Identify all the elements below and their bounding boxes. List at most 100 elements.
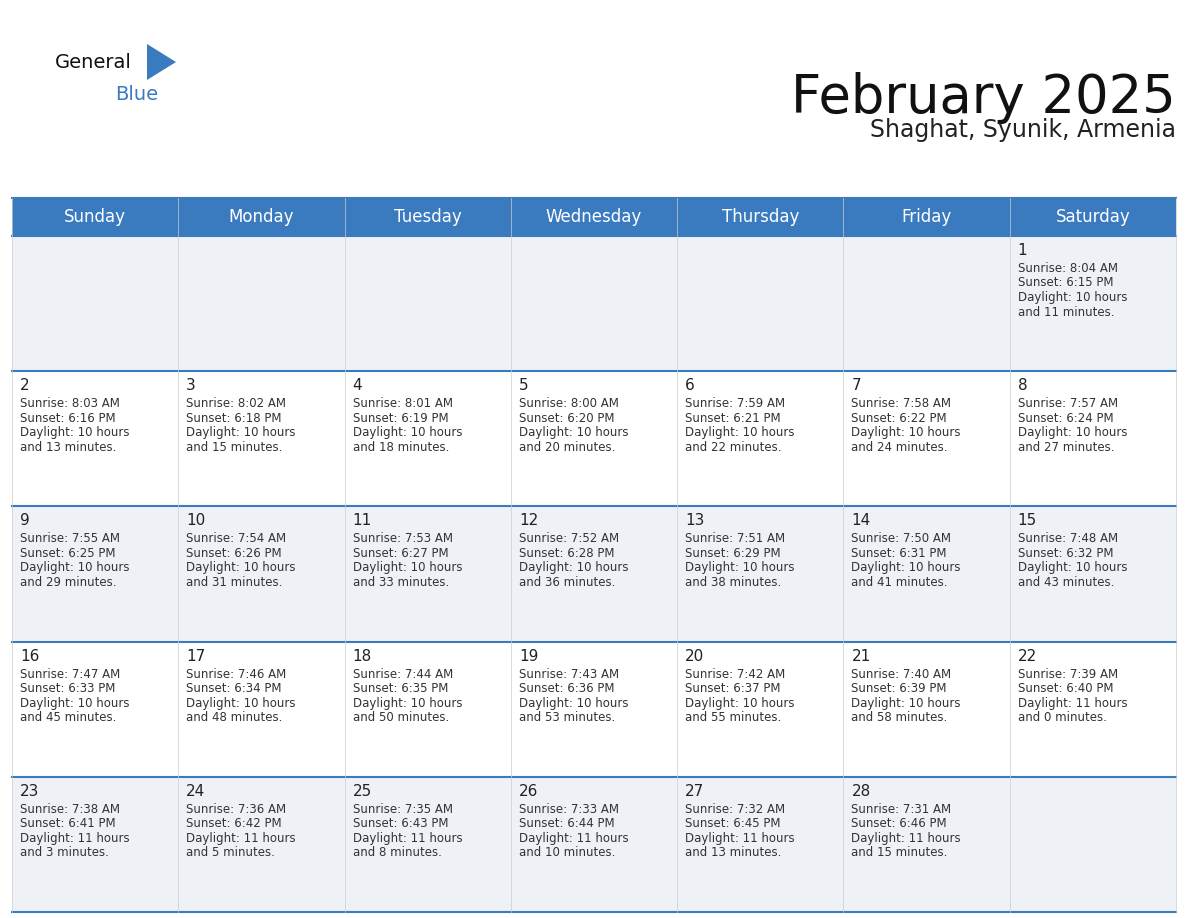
Text: Sunrise: 7:55 AM: Sunrise: 7:55 AM <box>20 532 120 545</box>
Text: 27: 27 <box>685 784 704 799</box>
Text: and 8 minutes.: and 8 minutes. <box>353 846 442 859</box>
Text: and 15 minutes.: and 15 minutes. <box>852 846 948 859</box>
Text: Sunrise: 7:57 AM: Sunrise: 7:57 AM <box>1018 397 1118 410</box>
Text: Sunset: 6:45 PM: Sunset: 6:45 PM <box>685 817 781 830</box>
Text: and 24 minutes.: and 24 minutes. <box>852 441 948 453</box>
Text: Daylight: 10 hours: Daylight: 10 hours <box>20 562 129 575</box>
Text: and 45 minutes.: and 45 minutes. <box>20 711 116 724</box>
Text: Sunrise: 7:52 AM: Sunrise: 7:52 AM <box>519 532 619 545</box>
Text: Daylight: 10 hours: Daylight: 10 hours <box>353 697 462 710</box>
Text: and 3 minutes.: and 3 minutes. <box>20 846 109 859</box>
Text: and 11 minutes.: and 11 minutes. <box>1018 306 1114 319</box>
Text: and 20 minutes.: and 20 minutes. <box>519 441 615 453</box>
Text: 18: 18 <box>353 649 372 664</box>
Text: Daylight: 11 hours: Daylight: 11 hours <box>187 832 296 845</box>
Text: Daylight: 10 hours: Daylight: 10 hours <box>1018 291 1127 304</box>
Text: and 31 minutes.: and 31 minutes. <box>187 576 283 589</box>
Text: 16: 16 <box>20 649 39 664</box>
Text: Daylight: 10 hours: Daylight: 10 hours <box>1018 562 1127 575</box>
Text: 2: 2 <box>20 378 30 393</box>
Text: 28: 28 <box>852 784 871 799</box>
Text: Blue: Blue <box>115 85 158 105</box>
Text: Daylight: 10 hours: Daylight: 10 hours <box>519 697 628 710</box>
Text: Sunrise: 7:46 AM: Sunrise: 7:46 AM <box>187 667 286 680</box>
Text: Sunrise: 7:51 AM: Sunrise: 7:51 AM <box>685 532 785 545</box>
Text: 4: 4 <box>353 378 362 393</box>
Text: Sunrise: 8:00 AM: Sunrise: 8:00 AM <box>519 397 619 410</box>
Text: Sunset: 6:32 PM: Sunset: 6:32 PM <box>1018 547 1113 560</box>
Text: Sunset: 6:35 PM: Sunset: 6:35 PM <box>353 682 448 695</box>
Text: Sunrise: 7:43 AM: Sunrise: 7:43 AM <box>519 667 619 680</box>
Text: Daylight: 11 hours: Daylight: 11 hours <box>852 832 961 845</box>
Text: Sunset: 6:22 PM: Sunset: 6:22 PM <box>852 411 947 425</box>
Text: Sunset: 6:42 PM: Sunset: 6:42 PM <box>187 817 282 830</box>
Text: Sunrise: 8:03 AM: Sunrise: 8:03 AM <box>20 397 120 410</box>
Bar <box>12 777 1176 912</box>
Text: Sunset: 6:46 PM: Sunset: 6:46 PM <box>852 817 947 830</box>
Text: Sunset: 6:28 PM: Sunset: 6:28 PM <box>519 547 614 560</box>
Text: Daylight: 10 hours: Daylight: 10 hours <box>353 562 462 575</box>
Text: Sunset: 6:40 PM: Sunset: 6:40 PM <box>1018 682 1113 695</box>
Text: Daylight: 10 hours: Daylight: 10 hours <box>685 426 795 439</box>
Text: and 38 minutes.: and 38 minutes. <box>685 576 782 589</box>
Text: General: General <box>55 52 132 72</box>
Text: Daylight: 11 hours: Daylight: 11 hours <box>353 832 462 845</box>
Text: Sunset: 6:37 PM: Sunset: 6:37 PM <box>685 682 781 695</box>
Text: Sunset: 6:31 PM: Sunset: 6:31 PM <box>852 547 947 560</box>
Text: Daylight: 10 hours: Daylight: 10 hours <box>685 562 795 575</box>
Text: 12: 12 <box>519 513 538 529</box>
Text: Sunset: 6:33 PM: Sunset: 6:33 PM <box>20 682 115 695</box>
Text: Sunset: 6:39 PM: Sunset: 6:39 PM <box>852 682 947 695</box>
Text: Thursday: Thursday <box>721 208 800 226</box>
Text: Sunset: 6:20 PM: Sunset: 6:20 PM <box>519 411 614 425</box>
Text: and 33 minutes.: and 33 minutes. <box>353 576 449 589</box>
Text: Sunset: 6:21 PM: Sunset: 6:21 PM <box>685 411 781 425</box>
Text: 21: 21 <box>852 649 871 664</box>
Text: and 55 minutes.: and 55 minutes. <box>685 711 782 724</box>
Text: 24: 24 <box>187 784 206 799</box>
Text: Sunset: 6:27 PM: Sunset: 6:27 PM <box>353 547 448 560</box>
Text: and 41 minutes.: and 41 minutes. <box>852 576 948 589</box>
Text: Sunrise: 7:47 AM: Sunrise: 7:47 AM <box>20 667 120 680</box>
Text: 7: 7 <box>852 378 861 393</box>
Text: Daylight: 11 hours: Daylight: 11 hours <box>685 832 795 845</box>
Text: and 22 minutes.: and 22 minutes. <box>685 441 782 453</box>
Text: 26: 26 <box>519 784 538 799</box>
Text: Daylight: 10 hours: Daylight: 10 hours <box>852 562 961 575</box>
Text: Wednesday: Wednesday <box>545 208 643 226</box>
Text: and 10 minutes.: and 10 minutes. <box>519 846 615 859</box>
Text: 23: 23 <box>20 784 39 799</box>
Text: Sunrise: 7:32 AM: Sunrise: 7:32 AM <box>685 803 785 816</box>
Text: 20: 20 <box>685 649 704 664</box>
Text: and 48 minutes.: and 48 minutes. <box>187 711 283 724</box>
Text: and 58 minutes.: and 58 minutes. <box>852 711 948 724</box>
Text: and 18 minutes.: and 18 minutes. <box>353 441 449 453</box>
Text: and 27 minutes.: and 27 minutes. <box>1018 441 1114 453</box>
Text: Sunrise: 7:39 AM: Sunrise: 7:39 AM <box>1018 667 1118 680</box>
Text: and 43 minutes.: and 43 minutes. <box>1018 576 1114 589</box>
Text: Sunrise: 8:04 AM: Sunrise: 8:04 AM <box>1018 262 1118 275</box>
Text: and 13 minutes.: and 13 minutes. <box>685 846 782 859</box>
Text: Tuesday: Tuesday <box>394 208 462 226</box>
Text: Sunset: 6:44 PM: Sunset: 6:44 PM <box>519 817 614 830</box>
Text: Daylight: 10 hours: Daylight: 10 hours <box>685 697 795 710</box>
Bar <box>12 236 1176 371</box>
Text: Sunrise: 7:53 AM: Sunrise: 7:53 AM <box>353 532 453 545</box>
Text: Sunrise: 8:02 AM: Sunrise: 8:02 AM <box>187 397 286 410</box>
Text: 22: 22 <box>1018 649 1037 664</box>
Text: Sunrise: 7:42 AM: Sunrise: 7:42 AM <box>685 667 785 680</box>
Text: Sunset: 6:25 PM: Sunset: 6:25 PM <box>20 547 115 560</box>
Text: Sunrise: 7:35 AM: Sunrise: 7:35 AM <box>353 803 453 816</box>
Text: and 53 minutes.: and 53 minutes. <box>519 711 615 724</box>
Text: Daylight: 10 hours: Daylight: 10 hours <box>852 426 961 439</box>
Text: Sunrise: 7:48 AM: Sunrise: 7:48 AM <box>1018 532 1118 545</box>
Bar <box>12 507 1176 642</box>
Text: Daylight: 10 hours: Daylight: 10 hours <box>20 697 129 710</box>
Text: Daylight: 10 hours: Daylight: 10 hours <box>353 426 462 439</box>
Text: and 29 minutes.: and 29 minutes. <box>20 576 116 589</box>
Text: Saturday: Saturday <box>1055 208 1130 226</box>
Text: Sunrise: 7:50 AM: Sunrise: 7:50 AM <box>852 532 952 545</box>
Text: Daylight: 10 hours: Daylight: 10 hours <box>519 562 628 575</box>
Text: 17: 17 <box>187 649 206 664</box>
Text: 3: 3 <box>187 378 196 393</box>
